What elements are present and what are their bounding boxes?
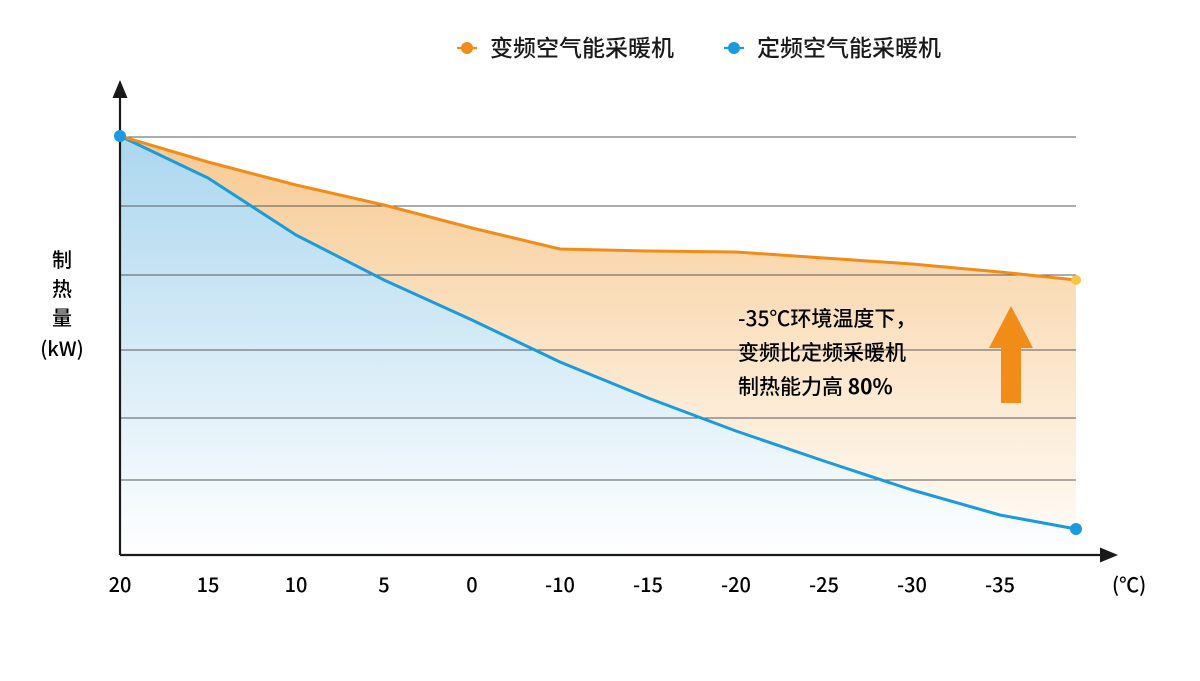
x-tick-label: 20	[109, 569, 132, 598]
legend: 变频空气能采暖机 定频空气能采暖机	[457, 29, 941, 63]
x-tick-label: 5	[378, 569, 389, 598]
x-tick-label: -30	[897, 569, 927, 598]
x-tick-label: -20	[721, 569, 751, 598]
annotation-line: 制热能力高 80%	[738, 371, 893, 401]
legend-label: 变频空气能采暖机	[490, 29, 674, 63]
y-axis-label: 制 热 量 (kW)	[40, 244, 84, 362]
x-axis-ticks: 20 15 10 5 0 -10 -15 -20 -25 -30 -35	[109, 569, 1015, 598]
y-axis-label-line: 量	[52, 302, 72, 331]
legend-marker-dot-icon	[728, 42, 740, 54]
series-orange-endpoint-icon	[1071, 275, 1081, 285]
x-axis-arrow	[1100, 548, 1118, 563]
y-axis-arrow	[113, 80, 128, 98]
x-tick-label: 10	[285, 569, 308, 598]
x-tick-label: -15	[633, 569, 663, 598]
x-axis-unit: (℃)	[1112, 569, 1146, 598]
legend-label: 定频空气能采暖机	[757, 29, 941, 63]
legend-marker-dot-icon	[461, 42, 473, 54]
series-blue-startpoint-icon	[114, 130, 126, 142]
x-tick-label: -35	[985, 569, 1015, 598]
y-axis-label-line: (kW)	[40, 333, 84, 362]
annotation-line: -35℃环境温度下，	[738, 303, 916, 333]
y-axis-label-line: 热	[52, 273, 72, 302]
heating-capacity-chart: 变频空气能采暖机 定频空气能采暖机 20 15 10 5 0 -10 -15 -20 -25 -30…	[0, 0, 1200, 681]
annotation-text: -35℃环境温度下， 变频比定频采暖机 制热能力高 80%	[738, 303, 916, 401]
x-tick-label: -10	[545, 569, 575, 598]
x-tick-label: 0	[466, 569, 477, 598]
x-tick-label: -25	[809, 569, 839, 598]
annotation-line: 变频比定频采暖机	[738, 337, 906, 367]
y-axis-label-line: 制	[52, 244, 72, 273]
series-blue-endpoint-icon	[1070, 523, 1082, 535]
x-tick-label: 15	[197, 569, 220, 598]
